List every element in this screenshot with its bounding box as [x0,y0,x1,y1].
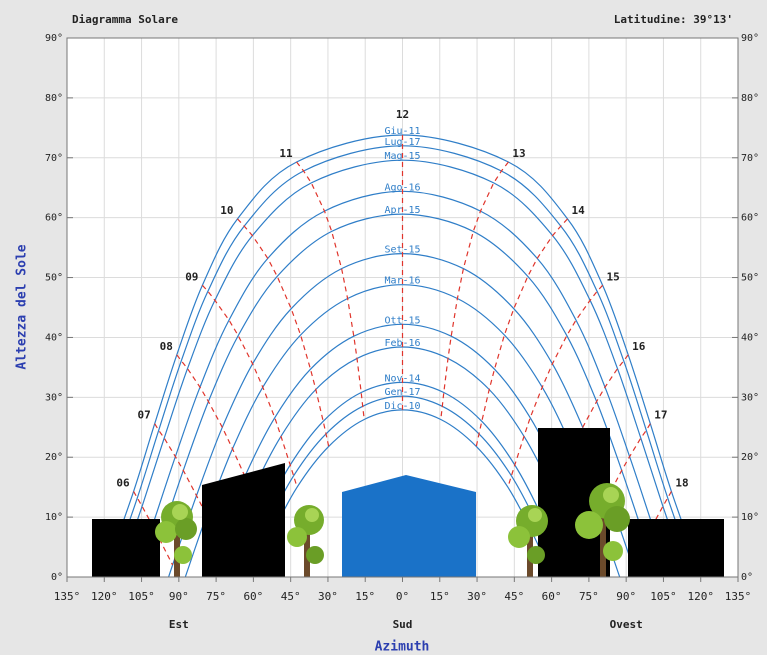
y-tick-label: 20° [45,452,63,463]
x-tick-label: 105° [128,590,155,603]
x-tick-label: 30° [467,590,487,603]
direction-label: Est [169,618,189,631]
y-tick-label: 40° [45,332,63,343]
y-tick-label: 70° [45,153,63,164]
y2-tick-label: 60° [741,213,759,224]
x-tick-label: 90° [616,590,636,603]
y2-tick-label: 0° [741,572,753,583]
hour-line [440,161,509,420]
y2-tick-label: 50° [741,273,759,284]
y-axis-title: Altezza del Sole [15,244,30,369]
x-tick-label: 60° [243,590,263,603]
hour-label: 15 [607,270,620,283]
x-tick-label: 75° [206,590,226,603]
building [202,463,285,577]
hour-line [237,218,330,447]
hour-line [578,423,651,557]
date-label: Gen-17 [384,387,420,398]
hour-line [154,423,227,557]
tree [287,505,324,577]
hour-line [133,491,174,566]
date-label: Set-15 [384,245,420,256]
sun-path [117,159,688,578]
y2-tick-label: 10° [741,512,759,523]
date-label: Mar-16 [384,276,420,287]
x-tick-label: 135° [725,590,752,603]
date-label: Ago-16 [384,182,420,193]
hour-line [475,218,568,447]
x-tick-label: 60° [542,590,562,603]
date-label: Lug-17 [384,137,420,148]
direction-label: Ovest [610,618,643,631]
sun-path [146,213,659,578]
x-tick-label: 15° [430,590,450,603]
x-tick-label: 45° [504,590,524,603]
y2-tick-label: 40° [741,332,759,343]
y-tick-label: 60° [45,213,63,224]
y2-tick-label: 90° [741,33,759,44]
x-tick-label: 120° [91,590,118,603]
date-label: Nov-14 [384,373,420,384]
hour-label: 07 [137,409,150,422]
hour-label: 16 [632,340,646,353]
tree [155,501,197,577]
latitude-label: Latitudine: 39°13' [614,13,733,26]
hour-label: 14 [572,204,586,217]
y2-tick-label: 70° [741,153,759,164]
date-label: Ott-15 [384,315,420,326]
hour-label: 09 [185,270,198,283]
y2-tick-label: 30° [741,392,759,403]
y-tick-label: 0° [51,572,63,583]
building [92,519,160,577]
y2-tick-label: 20° [741,452,759,463]
date-label: Dic-10 [384,401,420,412]
obstacles [92,428,724,577]
x-tick-label: 120° [687,590,714,603]
hour-label: 13 [512,147,525,160]
building [342,475,476,577]
x-tick-label: 90° [169,590,189,603]
x-tick-label: 75° [579,590,599,603]
x-axis-title: Azimuth [375,640,430,655]
x-tick-label: 105° [650,590,677,603]
chart-title: Diagramma Solare [72,13,178,26]
axes: 0° 0° 10° 10° 20° 20° 30° 30° 40° 40° 50° 50° 60° 60°… [45,33,759,631]
date-label: Feb-16 [384,338,420,349]
x-tick-label: 135° [54,590,81,603]
y-tick-label: 80° [45,93,63,104]
building [628,519,724,577]
hour-label: 17 [654,409,667,422]
y-tick-label: 30° [45,392,63,403]
y-tick-label: 10° [45,512,63,523]
y-tick-label: 50° [45,273,63,284]
hour-label: 10 [220,204,233,217]
y2-tick-label: 80° [741,93,759,104]
y-tick-label: 90° [45,33,63,44]
hour-label: 11 [279,147,293,160]
x-tick-label: 15° [355,590,375,603]
hour-line [631,491,672,566]
date-label: Apr-15 [384,205,420,216]
direction-label: Sud [393,618,413,631]
x-tick-label: 0° [396,590,409,603]
hour-label: 08 [160,340,173,353]
hour-label: 12 [396,108,409,121]
date-label: Giu-11 [384,126,420,137]
tree [508,505,548,577]
hour-line [296,161,365,420]
date-label: Mag-15 [384,151,420,162]
hour-label: 18 [675,476,688,489]
x-tick-label: 30° [318,590,338,603]
hour-label: 06 [116,476,130,489]
x-tick-label: 45° [281,590,301,603]
tree [575,483,630,577]
